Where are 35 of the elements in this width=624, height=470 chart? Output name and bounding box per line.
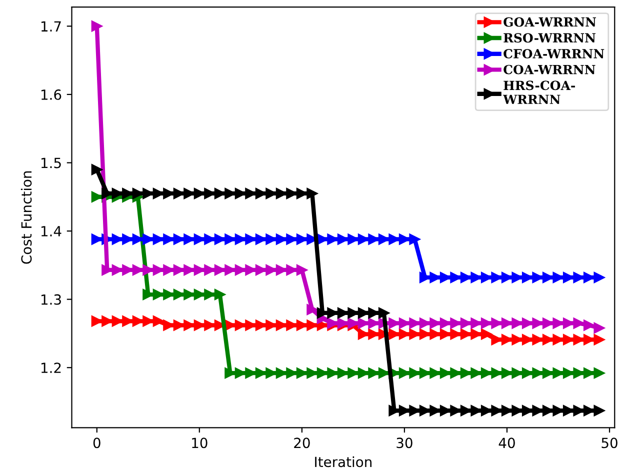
x-tick-label: 20 [294, 438, 310, 448]
y-tick-label: 1.7 [41, 21, 61, 32]
x-tick-label: 10 [192, 438, 208, 448]
y-tick-label: 1.2 [41, 362, 61, 373]
point [306, 188, 318, 200]
y-tick-label: 1.5 [41, 158, 61, 168]
point [409, 234, 420, 245]
x-tick-label: 50 [602, 438, 618, 448]
point [594, 334, 605, 346]
point [594, 272, 605, 284]
x-tick-label: 0 [93, 438, 100, 448]
legend-label: RSO-WRRNN [504, 33, 596, 43]
legend-label: HRS-COA- WRRNN [502, 80, 575, 104]
point [594, 368, 605, 379]
y-tick-label: 1.4 [41, 226, 62, 236]
x-axis-title: Iteration [315, 456, 372, 468]
point [214, 288, 226, 300]
legend-label: COA-WRRNN [504, 64, 596, 74]
point [152, 316, 164, 327]
y-tick-label: 1.6 [41, 89, 62, 100]
point [306, 304, 318, 316]
point [91, 164, 102, 176]
legend-label: CFOA-WRRNN [504, 48, 604, 58]
point [594, 322, 605, 334]
point [378, 307, 390, 319]
point [91, 20, 102, 32]
x-tick-label: 30 [396, 438, 412, 448]
y-tick-label: 1.3 [41, 294, 61, 305]
point [480, 328, 492, 340]
point [594, 405, 605, 416]
legend-label: GOA-WRRNN [504, 17, 596, 27]
x-tick-label: 40 [498, 438, 515, 448]
point [296, 264, 308, 276]
point [583, 320, 595, 331]
y-axis-title: Cost Function [20, 171, 32, 264]
